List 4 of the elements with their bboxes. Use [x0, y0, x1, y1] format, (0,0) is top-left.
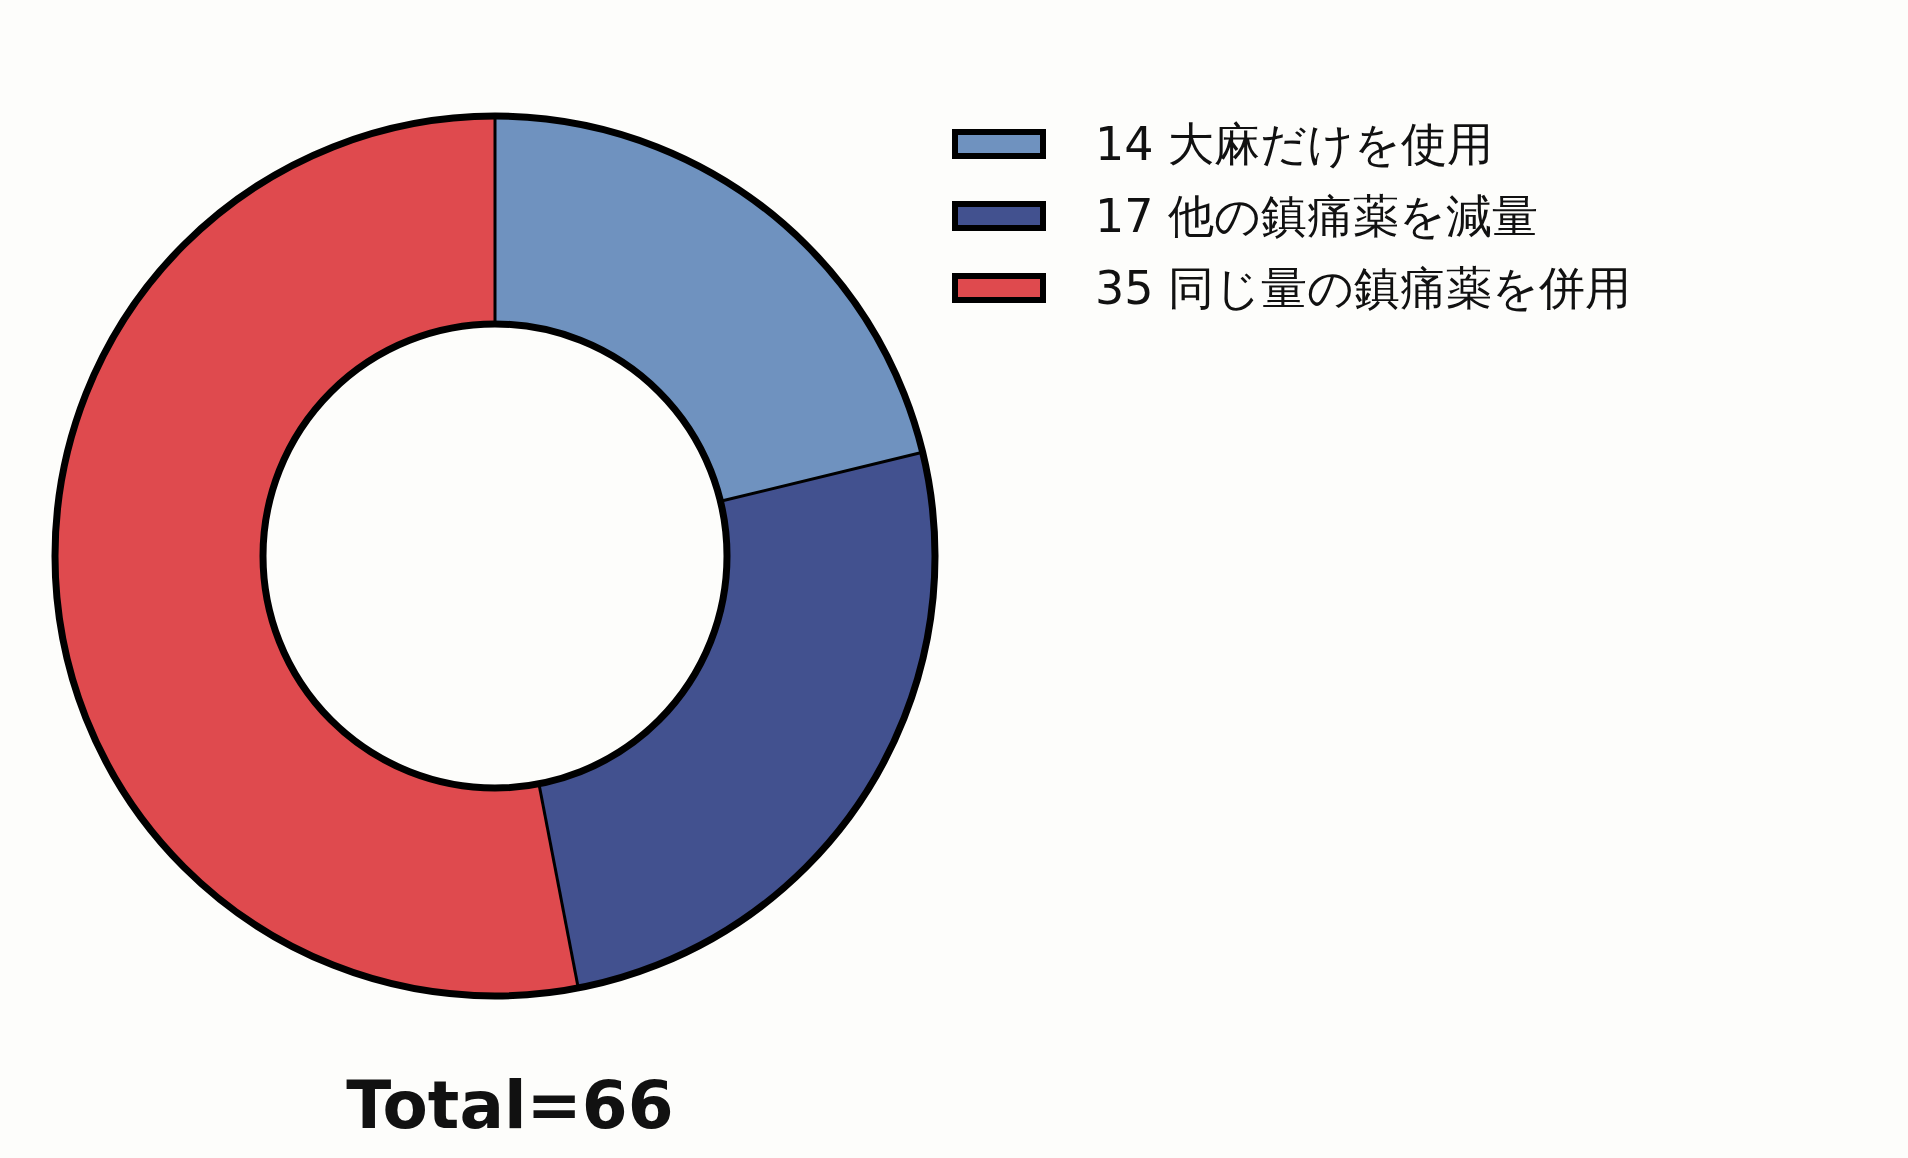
legend-label: 14 大麻だけを使用	[1095, 117, 1494, 171]
legend-label: 35 同じ量の鎮痛薬を併用	[1095, 261, 1632, 315]
legend-label: 17 他の鎮痛薬を減量	[1095, 189, 1539, 243]
text: Total=66	[346, 1067, 674, 1144]
